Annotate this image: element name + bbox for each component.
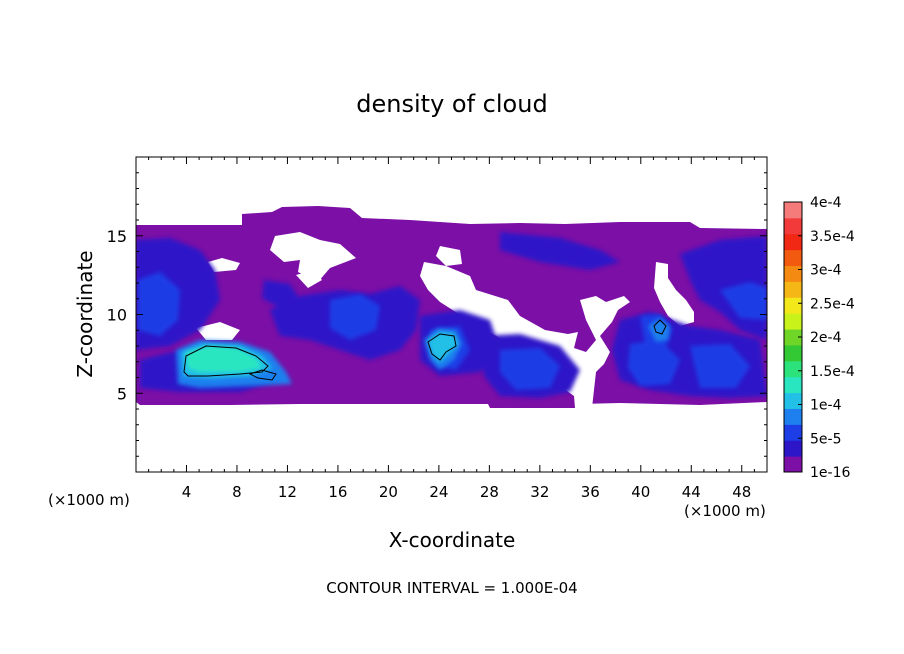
x-tick-label: 44 <box>682 483 701 501</box>
y-axis-label: Z-coordinate <box>73 250 97 377</box>
colorbar-label: 1e-16 <box>810 465 850 481</box>
x-axis-label: X-coordinate <box>389 528 516 552</box>
colorbar-swatch <box>784 297 802 314</box>
x-tick-label: 12 <box>278 483 297 501</box>
colorbar-swatch <box>784 249 802 267</box>
x-tick-label: 48 <box>732 483 751 501</box>
colorbar-swatch <box>784 265 802 282</box>
chart-title: density of cloud <box>356 90 547 118</box>
y-tick-label: 5 <box>117 384 127 403</box>
contour-interval-note: CONTOUR INTERVAL = 1.000E-04 <box>326 579 577 597</box>
y-axis-unit: (×1000 m) <box>48 491 130 509</box>
colorbar-swatch <box>784 217 802 235</box>
x-tick-label: 16 <box>328 483 347 501</box>
y-tick-label: 10 <box>107 306 127 325</box>
x-tick-label: 8 <box>232 483 242 501</box>
plot-area <box>136 157 767 472</box>
colorbar-swatch <box>784 424 802 441</box>
x-axis-unit: (×1000 m) <box>684 502 766 520</box>
colorbar-swatch <box>784 202 802 219</box>
colorbar-label: 1e-4 <box>810 398 842 414</box>
colorbar-swatch <box>784 408 802 425</box>
y-axis-ticks: 5 10 15 <box>107 172 767 457</box>
x-tick-label: 40 <box>631 483 650 501</box>
colorbar-label: 2.5e-4 <box>810 296 855 312</box>
colorbar-swatch <box>784 360 802 378</box>
colorbar-swatch <box>784 392 802 409</box>
colorbar-swatch <box>784 281 802 298</box>
colorbar-swatch <box>784 376 802 394</box>
colorbar-label: 2e-4 <box>810 330 842 346</box>
colorbar-swatch <box>784 329 802 346</box>
x-tick-label: 24 <box>429 483 448 501</box>
colorbar-label: 3e-4 <box>810 263 842 279</box>
colorbar-label: 5e-5 <box>810 431 841 447</box>
x-tick-label: 32 <box>530 483 549 501</box>
x-tick-label: 4 <box>182 483 192 501</box>
colorbar-label: 3.5e-4 <box>810 229 855 245</box>
y-tick-label: 15 <box>107 227 127 246</box>
x-tick-label: 20 <box>379 483 398 501</box>
colorbar-swatch <box>784 313 802 330</box>
colorbar-label: 1.5e-4 <box>810 364 855 380</box>
colorbar-label: 4e-4 <box>810 195 842 211</box>
colorbar-swatch <box>784 344 802 362</box>
colorbar-swatch <box>784 456 802 473</box>
colorbar-swatch <box>784 440 802 457</box>
contour-lines <box>183 319 667 381</box>
cloud-core-left <box>176 340 292 388</box>
x-tick-label: 36 <box>581 483 600 501</box>
colorbar-swatch <box>784 233 802 251</box>
colorbar: 1e-16 5e-5 1e-4 1.5e-4 2e-4 2.5e-4 3e-4 3.5e-4 4… <box>783 195 855 481</box>
x-axis-ticks: 4 8 12 16 20 24 28 32 36 40 44 48 <box>148 157 755 501</box>
x-tick-label: 28 <box>480 483 499 501</box>
